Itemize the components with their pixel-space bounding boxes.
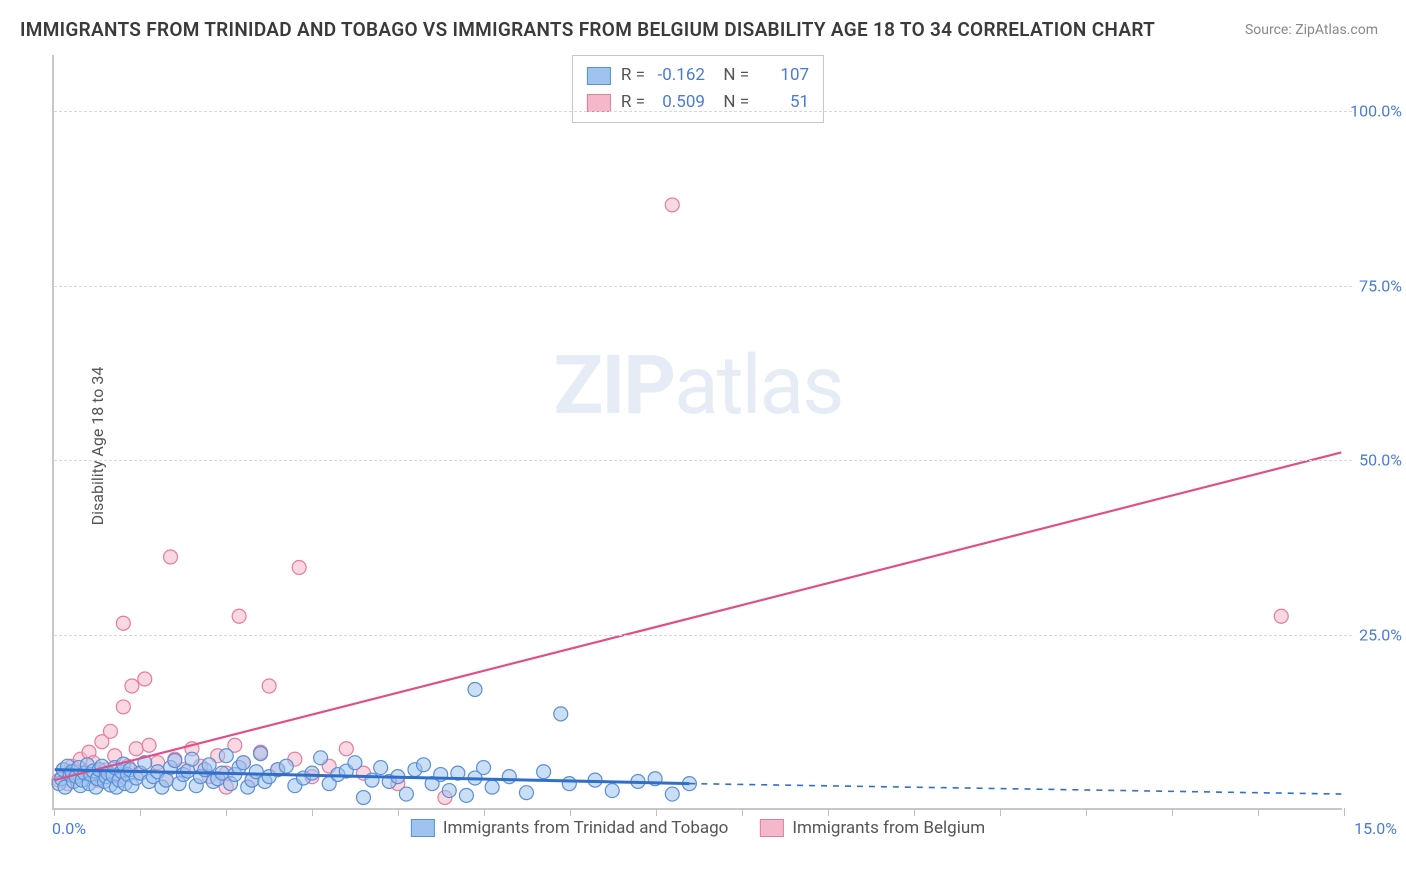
x-tick-mark — [312, 808, 313, 816]
legend-swatch-1 — [587, 67, 611, 85]
scatter-point — [185, 752, 199, 766]
gridline-h — [54, 635, 1352, 636]
x-tick-mark — [1000, 808, 1001, 816]
scatter-point — [219, 749, 233, 763]
legend-r-value-2: 0.509 — [655, 89, 705, 116]
scatter-point — [129, 742, 143, 756]
scatter-point — [254, 747, 268, 761]
y-tick-label: 25.0% — [1347, 626, 1402, 645]
legend-n-value-2: 51 — [759, 89, 809, 116]
legend-r-label-2: R = — [621, 89, 645, 116]
x-tick-mark — [398, 808, 399, 816]
scatter-point — [339, 742, 353, 756]
scatter-point — [279, 759, 293, 773]
scatter-point — [519, 786, 533, 800]
scatter-point — [159, 773, 173, 787]
x-tick-mark — [914, 808, 915, 816]
x-tick-mark — [1086, 808, 1087, 816]
x-tick-mark — [54, 808, 55, 816]
series-legend-label-1: Immigrants from Trinidad and Tobago — [443, 818, 728, 838]
scatter-point — [399, 787, 413, 801]
x-tick-max: 15.0% — [1354, 819, 1397, 838]
x-tick-mark — [1344, 808, 1345, 816]
scatter-point — [348, 756, 362, 770]
plot-area: ZIPatlas R = -0.162 N = 107 R = 0.509 N … — [52, 55, 1342, 810]
scatter-point — [477, 761, 491, 775]
x-tick-mark — [226, 808, 227, 816]
scatter-point — [417, 758, 431, 772]
legend-row-series-1: R = -0.162 N = 107 — [587, 62, 809, 89]
scatter-point — [502, 770, 516, 784]
x-tick-mark — [484, 808, 485, 816]
scatter-point — [442, 784, 456, 798]
scatter-point — [665, 198, 679, 212]
scatter-point — [232, 609, 246, 623]
chart-container: IMMIGRANTS FROM TRINIDAD AND TOBAGO VS I… — [0, 0, 1406, 892]
series-legend-item-1: Immigrants from Trinidad and Tobago — [411, 818, 728, 838]
series-legend-label-2: Immigrants from Belgium — [792, 818, 985, 838]
scatter-point — [357, 791, 371, 805]
x-tick-mark — [656, 808, 657, 816]
scatter-point — [537, 765, 551, 779]
chart-title: IMMIGRANTS FROM TRINIDAD AND TOBAGO VS I… — [20, 18, 1155, 41]
series-legend: Immigrants from Trinidad and Tobago Immi… — [411, 818, 985, 838]
trend-line — [55, 452, 1342, 780]
legend-r-value-1: -0.162 — [655, 62, 705, 89]
scatter-point — [202, 758, 216, 772]
scatter-point — [103, 724, 117, 738]
scatter-point — [164, 550, 178, 564]
x-tick-mark — [570, 808, 571, 816]
legend-n-value-1: 107 — [759, 62, 809, 89]
legend-row-series-2: R = 0.509 N = 51 — [587, 89, 809, 116]
plot-svg — [54, 55, 1342, 808]
scatter-point — [262, 679, 276, 693]
legend-swatch-2 — [587, 94, 611, 112]
series-legend-item-2: Immigrants from Belgium — [760, 818, 985, 838]
scatter-point — [468, 682, 482, 696]
scatter-point — [665, 787, 679, 801]
scatter-point — [562, 777, 576, 791]
legend-n-label-1: N = — [715, 62, 749, 89]
scatter-point — [485, 780, 499, 794]
scatter-point — [554, 707, 568, 721]
scatter-point — [374, 761, 388, 775]
trend-line — [689, 784, 1341, 794]
y-tick-label: 75.0% — [1347, 276, 1402, 295]
series-legend-swatch-1 — [411, 819, 435, 837]
scatter-point — [305, 766, 319, 780]
gridline-h — [54, 111, 1352, 112]
x-tick-min: 0.0% — [52, 819, 86, 838]
scatter-point — [138, 672, 152, 686]
x-tick-mark — [140, 808, 141, 816]
scatter-point — [1274, 609, 1288, 623]
x-tick-mark — [1172, 808, 1173, 816]
scatter-point — [125, 679, 139, 693]
scatter-point — [292, 560, 306, 574]
gridline-h — [54, 460, 1352, 461]
chart-source: Source: ZipAtlas.com — [1245, 22, 1378, 38]
scatter-point — [116, 616, 130, 630]
y-tick-label: 100.0% — [1347, 101, 1402, 120]
scatter-point — [236, 756, 250, 770]
x-tick-mark — [828, 808, 829, 816]
scatter-point — [314, 751, 328, 765]
x-tick-mark — [742, 808, 743, 816]
legend-n-label-2: N = — [715, 89, 749, 116]
scatter-point — [459, 788, 473, 802]
scatter-point — [116, 700, 130, 714]
x-tick-mark — [1258, 808, 1259, 816]
scatter-point — [168, 754, 182, 768]
legend-r-label-1: R = — [621, 62, 645, 89]
scatter-point — [605, 784, 619, 798]
scatter-point — [142, 738, 156, 752]
correlation-legend: R = -0.162 N = 107 R = 0.509 N = 51 — [572, 55, 824, 123]
gridline-h — [54, 286, 1352, 287]
series-legend-swatch-2 — [760, 819, 784, 837]
y-tick-label: 50.0% — [1347, 451, 1402, 470]
